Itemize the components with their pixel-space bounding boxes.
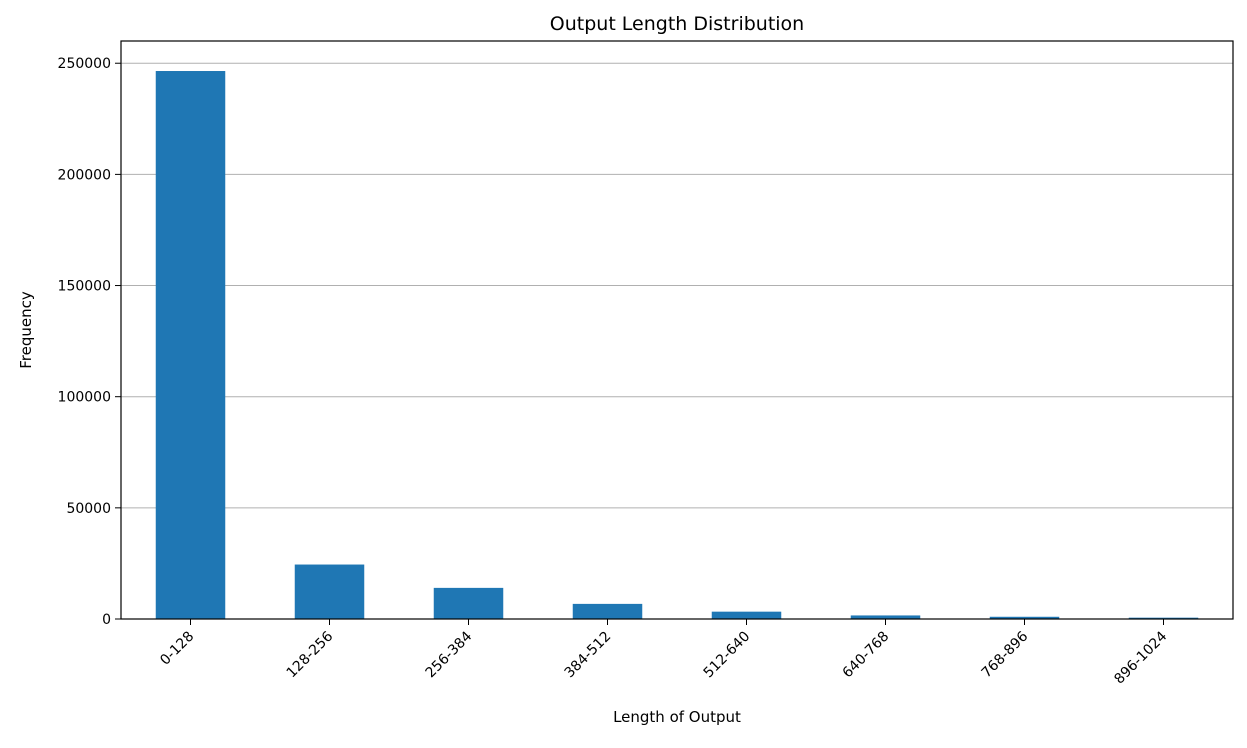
bar-0-128 [155,71,226,619]
y-tick-label: 150000 [58,279,111,295]
x-tick-label: 128-256 [284,628,337,681]
x-tick-label: 768-896 [979,628,1032,681]
bar-896-1024 [1128,617,1199,619]
x-tick-label: 640-768 [840,629,893,682]
bars [155,71,1199,619]
x-tick-label: 0-128 [157,629,197,669]
bar-512-640 [711,611,782,619]
x-tick-label: 256-384 [423,628,476,681]
y-tick-label: 0 [102,612,111,628]
x-axis-label: Length of Output [613,708,741,726]
y-axis-label: Frequency [17,291,35,369]
chart-title: Output Length Distribution [550,13,804,35]
y-axis-ticks: 0 50000 100000 150000 200000 250000 [58,56,121,628]
y-tick-label: 250000 [58,56,111,72]
x-tick-label: 384-512 [562,629,615,682]
bar-256-384 [433,587,504,619]
bar-640-768 [850,615,921,619]
y-tick-label: 100000 [58,390,111,406]
x-tick-label: 512-640 [701,629,754,682]
bar-768-896 [989,616,1060,619]
plot-frame [120,40,1234,620]
x-axis-ticks: 0-128 128-256 256-384 384-512 512-640 640-768… [157,619,1170,687]
bar-384-512 [572,603,643,619]
bar-128-256 [294,564,365,619]
x-tick-label: 896-1024 [1111,628,1170,687]
y-tick-label: 200000 [58,167,111,183]
y-tick-label: 50000 [66,501,111,517]
gridlines [121,62,1233,620]
